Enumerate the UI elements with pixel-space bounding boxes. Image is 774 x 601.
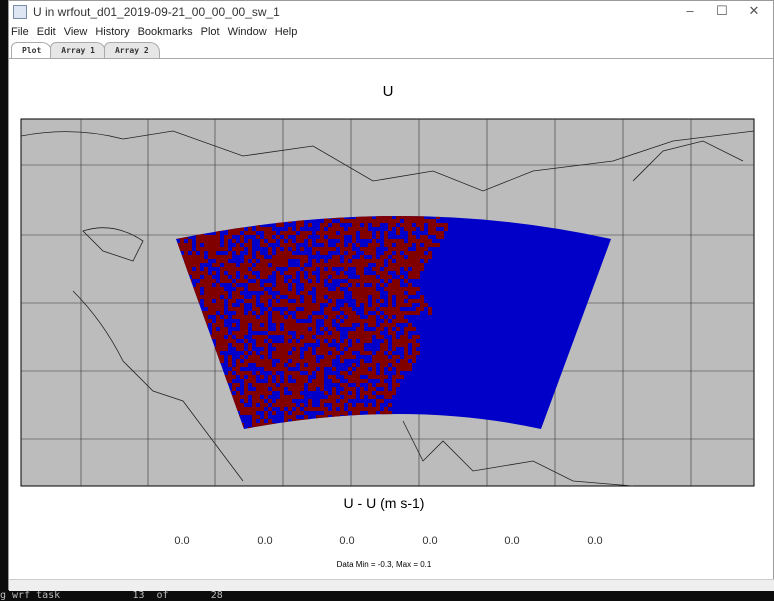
maximize-button[interactable]: ☐ <box>716 3 728 18</box>
colorbar-label: 0.0 <box>422 535 438 547</box>
java-app-icon <box>13 5 27 19</box>
menu-edit[interactable]: Edit <box>36 26 56 38</box>
colorbar-label: 0.0 <box>339 535 355 547</box>
colorbar-label: 0.0 <box>257 535 273 547</box>
menu-plot[interactable]: Plot <box>200 26 220 38</box>
coastlines <box>20 130 755 487</box>
minimize-button[interactable]: – <box>686 3 694 18</box>
domain-field <box>176 216 611 429</box>
terminal-text: g wrf task 13 of 28 <box>0 590 223 601</box>
status-bar <box>9 579 774 591</box>
colorbar-title: U - U (m s-1) <box>343 495 425 511</box>
tab-plot[interactable]: Plot <box>11 42 53 58</box>
tab-array-1[interactable]: Array 1 <box>50 42 106 58</box>
plot-panel: U U - U (m s-1) 0.0 0.0 0.0 0.0 0.0 0.0 … <box>13 61 763 576</box>
menu-file[interactable]: File <box>11 26 29 38</box>
data-range-text: Data Min = -0.3, Max = 0.1 <box>336 560 432 569</box>
menu-bar: File Edit View History Bookmarks Plot Wi… <box>9 23 773 41</box>
gridlines <box>21 119 754 486</box>
title-bar: U in wrfout_d01_2019-09-21_00_00_00_sw_1… <box>9 1 773 23</box>
colorbar-label: 0.0 <box>587 535 603 547</box>
app-window: U in wrfout_d01_2019-09-21_00_00_00_sw_1… <box>8 0 774 591</box>
plot-title: U <box>382 83 394 100</box>
close-button[interactable]: ✕ <box>748 3 760 18</box>
window-title: U in wrfout_d01_2019-09-21_00_00_00_sw_1 <box>33 5 280 19</box>
colorbar-label: 0.0 <box>504 535 520 547</box>
colorbar-label: 0.0 <box>174 535 190 547</box>
menu-window[interactable]: Window <box>227 26 267 38</box>
menu-bookmarks[interactable]: Bookmarks <box>137 26 193 38</box>
map <box>20 118 755 487</box>
tab-bar: Plot Array 1 Array 2 <box>9 41 773 59</box>
tab-array-2[interactable]: Array 2 <box>103 42 160 58</box>
menu-help[interactable]: Help <box>274 26 298 38</box>
noise-field <box>176 216 448 429</box>
menu-history[interactable]: History <box>95 26 130 38</box>
menu-view[interactable]: View <box>63 26 88 38</box>
